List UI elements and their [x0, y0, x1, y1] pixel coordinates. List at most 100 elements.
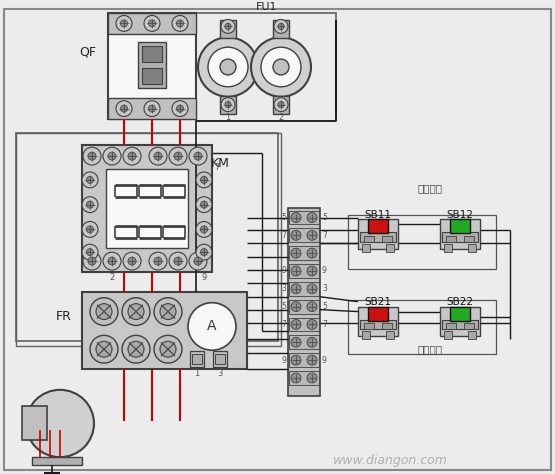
Bar	[108, 12, 196, 34]
Circle shape	[88, 152, 96, 160]
Circle shape	[116, 16, 132, 31]
Bar	[22, 406, 47, 440]
Circle shape	[307, 319, 317, 329]
Circle shape	[90, 336, 118, 363]
Circle shape	[307, 284, 317, 294]
Circle shape	[200, 176, 208, 183]
Text: FR: FR	[56, 310, 72, 323]
Bar	[468, 331, 476, 339]
Text: 5: 5	[322, 302, 327, 311]
Circle shape	[88, 257, 96, 265]
Circle shape	[103, 252, 121, 270]
Bar	[444, 331, 452, 339]
Bar	[142, 46, 162, 62]
Circle shape	[196, 197, 212, 212]
Circle shape	[291, 266, 301, 276]
Circle shape	[82, 244, 98, 260]
Circle shape	[160, 341, 176, 357]
Bar	[382, 323, 392, 329]
Circle shape	[307, 248, 317, 258]
Text: QF: QF	[79, 46, 96, 59]
Text: 9: 9	[322, 356, 327, 365]
Text: 7: 7	[281, 231, 286, 240]
Text: 7: 7	[322, 231, 327, 240]
Bar	[444, 244, 452, 252]
Circle shape	[291, 301, 301, 311]
Bar	[220, 20, 236, 38]
Bar	[196, 12, 336, 121]
Bar	[360, 319, 396, 329]
Circle shape	[154, 257, 162, 265]
Bar	[289, 336, 319, 349]
Bar	[32, 457, 82, 465]
Circle shape	[196, 172, 212, 188]
Text: 7: 7	[214, 163, 219, 172]
Circle shape	[198, 37, 258, 97]
Circle shape	[291, 212, 301, 222]
Circle shape	[154, 298, 182, 326]
Circle shape	[208, 47, 248, 87]
Bar	[289, 264, 319, 278]
Circle shape	[148, 20, 155, 27]
Bar	[442, 232, 478, 242]
Bar	[386, 331, 394, 339]
Circle shape	[307, 373, 317, 383]
Circle shape	[220, 59, 236, 75]
Circle shape	[123, 252, 141, 270]
Text: SB22: SB22	[447, 297, 473, 307]
Circle shape	[120, 20, 128, 27]
Circle shape	[122, 298, 150, 326]
Text: KM: KM	[210, 156, 229, 170]
Text: 5: 5	[281, 302, 286, 311]
Bar	[289, 282, 319, 296]
Circle shape	[169, 147, 187, 165]
Circle shape	[200, 226, 208, 233]
Circle shape	[194, 257, 202, 265]
Circle shape	[307, 301, 317, 311]
Circle shape	[108, 257, 116, 265]
Bar	[213, 351, 227, 367]
Circle shape	[291, 355, 301, 365]
Text: SB21: SB21	[365, 297, 391, 307]
Circle shape	[96, 304, 112, 319]
Text: 7: 7	[281, 320, 286, 329]
Bar	[382, 237, 392, 242]
Circle shape	[87, 226, 94, 233]
Circle shape	[196, 244, 212, 260]
Bar	[368, 219, 388, 233]
Bar	[82, 292, 247, 369]
Text: 9: 9	[201, 273, 206, 283]
Bar	[348, 300, 496, 354]
Circle shape	[82, 221, 98, 237]
Circle shape	[122, 336, 150, 363]
Circle shape	[128, 152, 136, 160]
Bar	[364, 323, 374, 329]
Circle shape	[200, 249, 208, 256]
Bar	[215, 354, 225, 364]
Circle shape	[307, 230, 317, 240]
Circle shape	[307, 337, 317, 347]
Bar	[468, 244, 476, 252]
Circle shape	[149, 147, 167, 165]
Bar	[362, 244, 370, 252]
Circle shape	[82, 172, 98, 188]
Bar	[289, 300, 319, 314]
Bar	[440, 307, 480, 337]
Bar	[82, 145, 212, 272]
Bar	[464, 237, 474, 242]
Circle shape	[274, 19, 288, 33]
Bar	[364, 237, 374, 242]
Bar	[108, 12, 196, 119]
Circle shape	[274, 98, 288, 111]
Bar	[464, 323, 474, 329]
Bar	[446, 323, 456, 329]
Circle shape	[103, 147, 121, 165]
Circle shape	[291, 337, 301, 347]
Text: 9: 9	[322, 266, 327, 275]
Circle shape	[307, 355, 317, 365]
Circle shape	[26, 390, 94, 457]
Bar	[360, 232, 396, 242]
Text: 5: 5	[281, 213, 286, 222]
Bar	[386, 244, 394, 252]
Bar	[138, 42, 166, 88]
